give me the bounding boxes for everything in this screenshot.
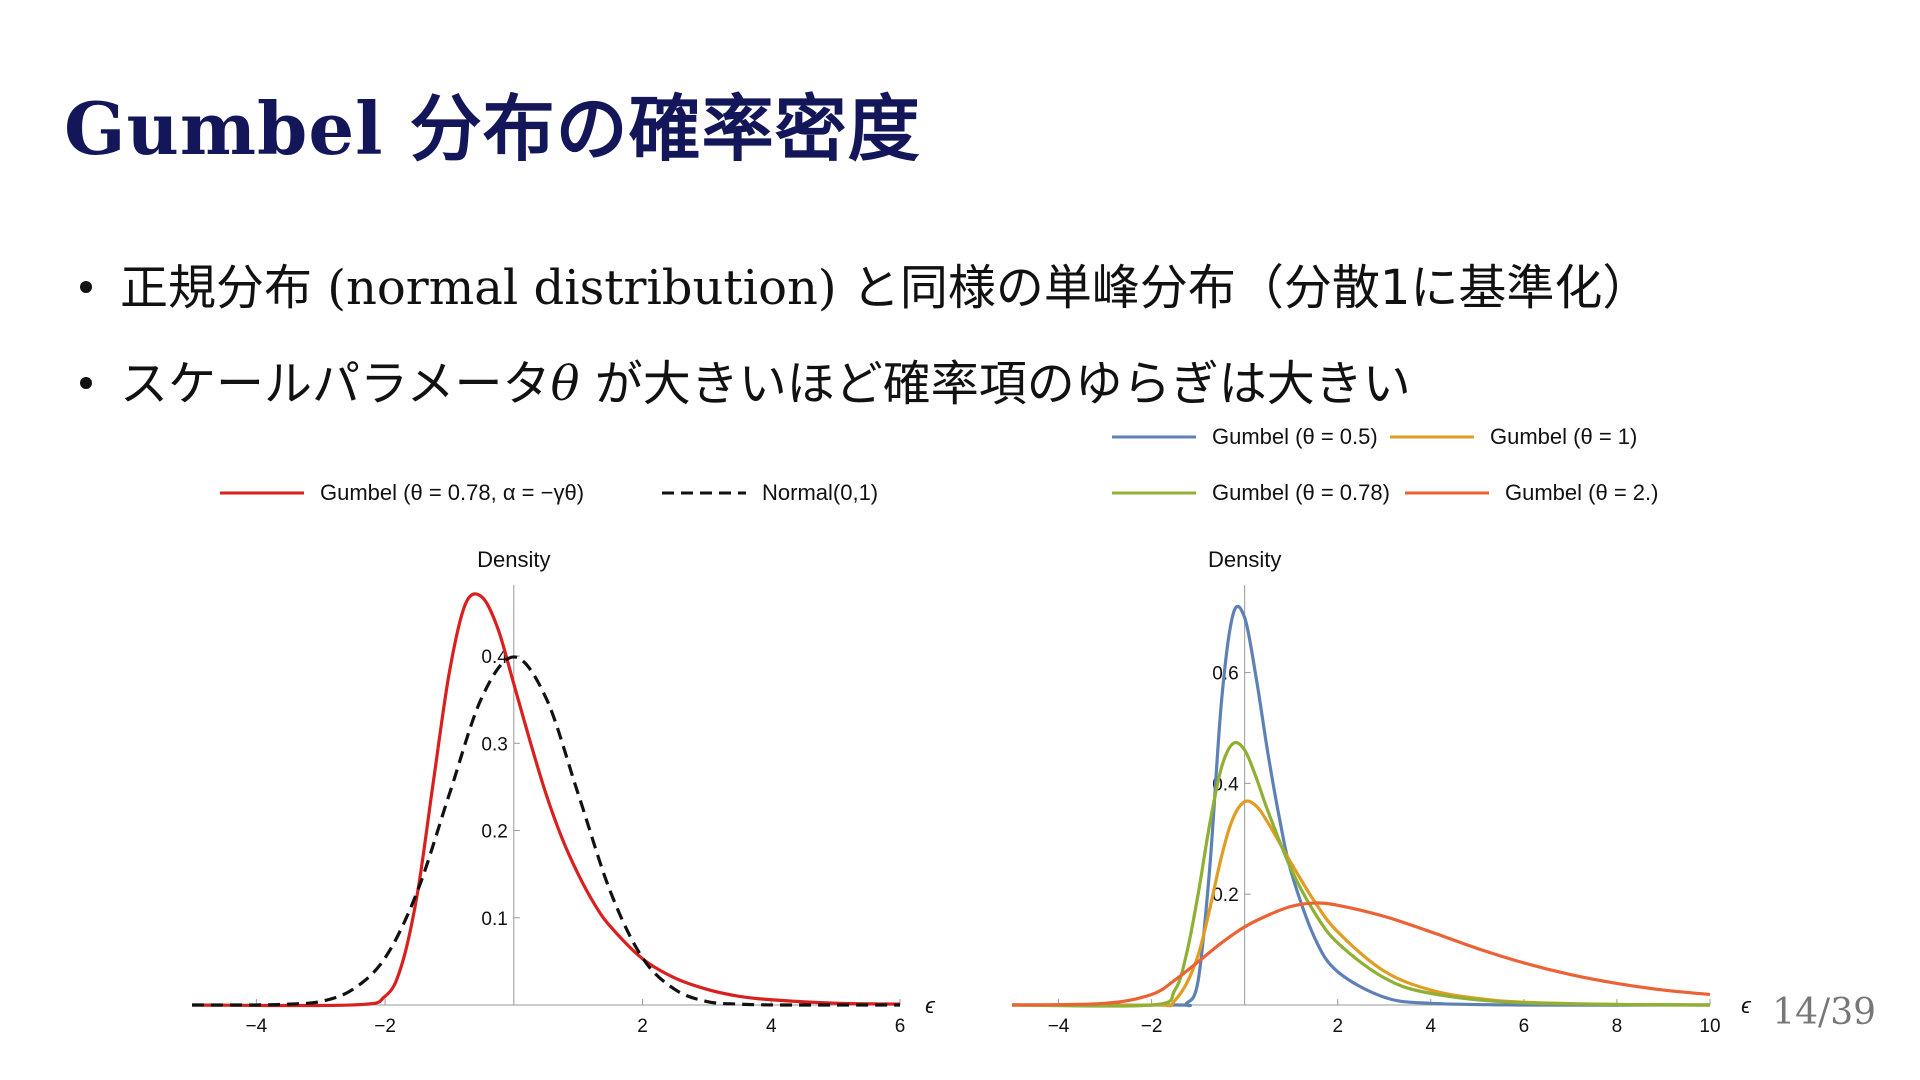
x-tick-label: −2 <box>1141 1016 1163 1037</box>
bullet-2-theta: θ <box>550 356 580 412</box>
x-tick-label: 10 <box>1699 1016 1720 1037</box>
legend-label: Gumbel (θ = 1) <box>1490 424 1637 449</box>
series-line-4 <box>1011 901 1711 1007</box>
bullet-1-rest: と同様の単峰分布（分散1に基準化） <box>836 260 1651 316</box>
y-tick-label: 0.2 <box>481 822 507 843</box>
x-tick-label: 2 <box>1332 1016 1343 1037</box>
series-line-2 <box>191 655 901 1007</box>
legend-label: Gumbel (θ = 0.78) <box>1212 480 1390 505</box>
bullet-2-rest: が大きいほど確率項のゆらぎは大きい <box>579 356 1411 412</box>
page-current: 14 <box>1772 992 1819 1033</box>
bullet-2-text: スケールパラメータ <box>120 356 551 412</box>
page-number: 14/39 <box>1772 992 1876 1033</box>
series-line-1 <box>191 592 901 1008</box>
y-tick-label: 0.1 <box>481 909 507 930</box>
bullet-1-english: (normal distribution) <box>327 260 837 316</box>
x-tick-label: 2 <box>637 1016 648 1037</box>
bullet-list: 正規分布 (normal distribution) と同様の単峰分布（分散1に… <box>80 240 1650 432</box>
x-tick-label: −4 <box>246 1016 268 1037</box>
x-axis-label: ϵ <box>1741 993 1752 1018</box>
chart-left: Density ϵ −4 −2 2 4 6 0.1 0.2 0.3 0.4 Gumbel (θ = 0… <box>191 480 936 1037</box>
x-tick-label: 6 <box>895 1016 906 1037</box>
x-tick-label: 6 <box>1519 1016 1530 1037</box>
x-tick-label: 4 <box>1426 1016 1437 1037</box>
series-line-2 <box>1011 799 1711 1008</box>
x-tick-label: −2 <box>374 1016 396 1037</box>
legend-label: Gumbel (θ = 2.) <box>1505 480 1658 505</box>
bullet-1-text: 正規分布 <box>120 260 328 316</box>
bullet-dot <box>80 281 92 293</box>
legend-label: Normal(0,1) <box>762 480 878 505</box>
legend-label: Gumbel (θ = 0.5) <box>1212 424 1378 449</box>
x-axis-label: ϵ <box>925 993 936 1018</box>
bullet-item-2: スケールパラメータθ が大きいほど確率項のゆらぎは大きい <box>80 336 1650 432</box>
y-tick-label: 0.3 <box>481 734 507 755</box>
x-tick-label: 4 <box>766 1016 777 1037</box>
bullet-item-1: 正規分布 (normal distribution) と同様の単峰分布（分散1に… <box>80 240 1650 336</box>
x-tick-label: 8 <box>1612 1016 1623 1037</box>
series-line-1 <box>1011 604 1711 1008</box>
page-separator: / <box>1818 992 1831 1033</box>
y-axis-label: Density <box>477 547 550 572</box>
bullet-dot <box>80 377 92 389</box>
page-total: 39 <box>1830 992 1876 1033</box>
y-axis-label: Density <box>1208 547 1281 572</box>
y-tick-label: 0.4 <box>481 647 508 668</box>
legend-label: Gumbel (θ = 0.78, α = −γθ) <box>320 480 584 505</box>
x-tick-label: −4 <box>1048 1016 1070 1037</box>
series-line-3 <box>1011 740 1711 1008</box>
y-tick-label: 0.2 <box>1212 885 1238 906</box>
slide-title: Gumbel 分布の確率密度 <box>64 86 921 171</box>
